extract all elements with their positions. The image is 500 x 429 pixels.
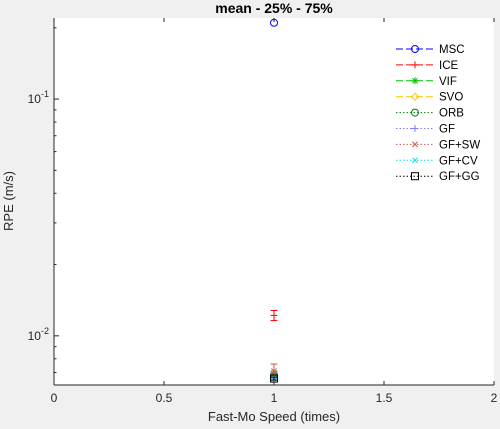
y-tick-label: 10-1 — [28, 89, 49, 106]
legend-label: GF+GG — [439, 171, 480, 183]
x-ticks: 0 0.5 1 1.5 2 — [51, 18, 498, 405]
legend-item: MSC — [396, 44, 465, 56]
legend-marker — [412, 141, 418, 148]
y-axis-label: RPE (m/s) — [1, 171, 16, 231]
y-ticks: 10-2 10-1 — [28, 27, 59, 374]
legend-marker — [412, 157, 418, 164]
legend-item: SVO — [396, 92, 463, 104]
legend-item: VIF — [396, 76, 457, 88]
legend-label: GF+CV — [439, 155, 478, 167]
legend-label: MSC — [439, 44, 465, 56]
legend-label: GF+SW — [439, 139, 480, 151]
x-tick-label: 1 — [271, 391, 278, 405]
legend-label: SVO — [439, 92, 463, 104]
data-point — [270, 311, 278, 319]
y-tick-label: 10-2 — [28, 326, 49, 343]
legend-label: VIF — [439, 76, 457, 88]
x-tick-label: 0.5 — [156, 391, 173, 405]
plot-area — [54, 18, 494, 385]
chart-title: mean - 25% - 75% — [215, 0, 333, 16]
legend-marker — [411, 108, 419, 117]
x-tick-label: 1.5 — [376, 391, 393, 405]
legend-item: GF — [396, 124, 455, 136]
legend-marker — [411, 61, 419, 69]
legend-marker — [411, 125, 419, 132]
legend-item: GF+SW — [396, 139, 480, 151]
data-point — [271, 368, 277, 375]
legend-item: GF+CV — [396, 155, 478, 167]
x-axis-label: Fast-Mo Speed (times) — [208, 409, 340, 424]
legend-marker — [411, 77, 419, 85]
x-tick-label: 2 — [491, 391, 498, 405]
series-ice — [270, 309, 278, 322]
legend-label: ORB — [439, 108, 464, 120]
legend-label: GF — [439, 124, 455, 136]
legend-item: GF+GG — [396, 171, 480, 183]
legend-item: ORB — [396, 108, 464, 120]
legend-marker — [411, 172, 419, 181]
series-gf-sw — [270, 363, 278, 377]
legend-marker — [410, 92, 420, 101]
legend-label: ICE — [439, 60, 459, 72]
legend-item: ICE — [396, 60, 459, 72]
x-tick-label: 0 — [51, 391, 58, 405]
legend: MSC ICE VIF SVO ORB GF GF+SW GF+CV GF+GG — [396, 44, 480, 183]
legend-marker — [411, 45, 419, 53]
